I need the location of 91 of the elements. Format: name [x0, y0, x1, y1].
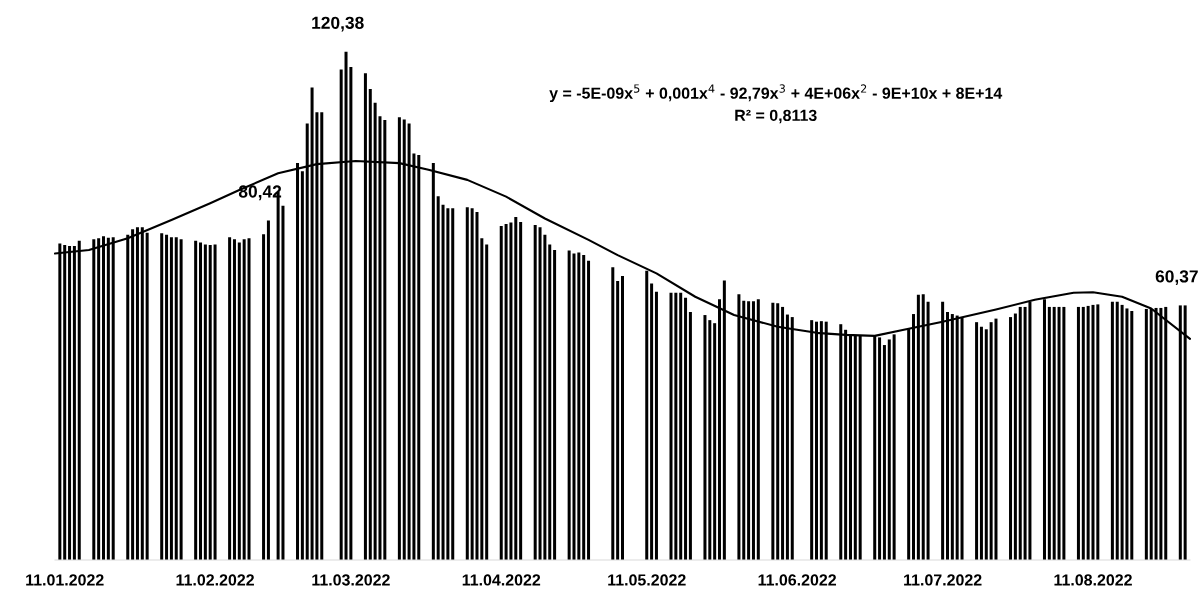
bar [621, 275, 624, 560]
bar [1091, 304, 1095, 560]
bar [165, 234, 169, 560]
bar [1018, 306, 1022, 560]
bar [475, 211, 479, 560]
bar [485, 244, 489, 560]
annotation: R² = 0,8113 [735, 109, 817, 124]
bar [194, 240, 198, 560]
bar [1052, 306, 1056, 560]
bar [669, 292, 673, 560]
bar [179, 239, 183, 560]
bar [679, 292, 683, 560]
bar [553, 250, 557, 560]
bar [228, 237, 232, 560]
x-tick-label: 11.07.2022 [904, 574, 982, 586]
x-tick-label: 11.01.2022 [26, 574, 104, 586]
bar [169, 237, 173, 560]
bar [1062, 306, 1066, 560]
bar [514, 216, 518, 560]
bar [504, 224, 508, 560]
bar [300, 171, 304, 560]
bar [232, 239, 236, 560]
bar [446, 208, 450, 560]
bar [1009, 317, 1013, 560]
x-tick-label: 11.02.2022 [176, 574, 254, 586]
bar [708, 320, 712, 560]
annotation: 120,38 [312, 16, 364, 32]
bar [174, 237, 178, 560]
bar [470, 208, 474, 560]
bar [1086, 305, 1090, 560]
bar [713, 323, 717, 560]
bar [1057, 306, 1061, 560]
bar [616, 281, 620, 560]
x-tick-label: 11.06.2022 [758, 574, 837, 586]
x-tick-label: 11.05.2022 [608, 574, 686, 586]
bar [199, 242, 203, 560]
bar [548, 244, 552, 560]
bar [975, 322, 979, 560]
bar [994, 318, 998, 560]
bar [882, 345, 886, 560]
text: y = -5E-09x$^{5}$ + 0,001x$^{4}$ - 92,79x$^{3}$ + 4E+06x$^{2}$ - 9E+10x + 8E+14 [549, 84, 1003, 103]
bar [266, 220, 270, 560]
bar [572, 253, 576, 560]
bar [1120, 304, 1124, 560]
bar [674, 292, 678, 560]
bar [587, 260, 591, 560]
bar [703, 315, 707, 560]
bar [499, 226, 503, 560]
x-tick-label: 11.04.2022 [462, 574, 541, 586]
bar [1076, 306, 1080, 560]
bar [989, 322, 993, 560]
bar [1023, 306, 1027, 560]
x-tick-label: 11.03.2022 [312, 574, 390, 586]
bar [465, 207, 469, 560]
bar [984, 329, 988, 560]
bar [441, 204, 445, 560]
bar [242, 239, 246, 560]
bar [213, 244, 217, 560]
bar [538, 227, 542, 560]
x-tick-label: 11.08.2022 [1054, 574, 1132, 586]
annotation: 60,37 [1155, 270, 1198, 286]
bar [533, 225, 537, 560]
bar [1115, 301, 1119, 560]
bar [582, 255, 586, 560]
bar [887, 339, 891, 560]
bar [203, 244, 207, 560]
bar [247, 238, 251, 560]
bar [684, 297, 688, 560]
bar [262, 234, 266, 560]
bar [1110, 301, 1114, 560]
bar [1096, 304, 1100, 560]
bar [1081, 306, 1085, 560]
bar [208, 244, 212, 560]
bar [436, 196, 440, 560]
bar [1047, 306, 1051, 560]
bar [451, 208, 455, 560]
bar [1125, 308, 1129, 560]
bar [480, 238, 484, 560]
bar [654, 291, 658, 560]
bar [577, 252, 581, 560]
bar [519, 222, 523, 560]
bar [1013, 313, 1017, 560]
bar [611, 267, 615, 560]
bar [237, 242, 241, 560]
bar [160, 233, 164, 560]
bar [1130, 310, 1134, 560]
bar [979, 326, 983, 560]
bar [688, 312, 692, 560]
bar [509, 222, 513, 560]
bar [567, 250, 571, 560]
bar [650, 283, 654, 560]
